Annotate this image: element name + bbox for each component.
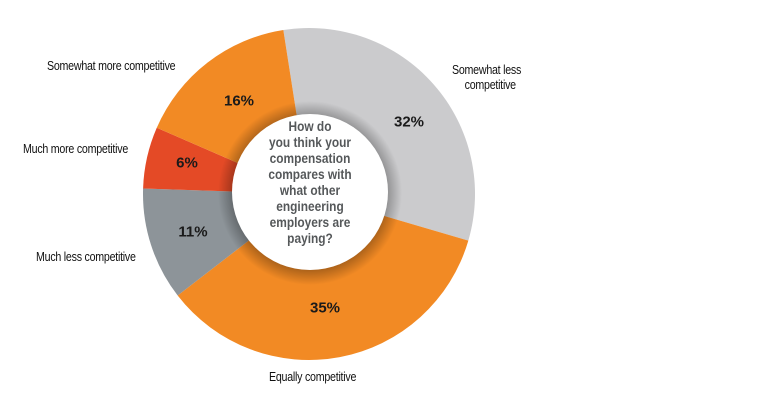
category-label-much-less: Much less competitive <box>36 249 136 264</box>
center-question-line: you think your <box>269 134 351 150</box>
value-label-somewhat-more: 16% <box>223 92 255 110</box>
category-label-line: competitive <box>464 77 516 92</box>
center-question-line: paying? <box>287 230 333 246</box>
category-label-somewhat-more: Somewhat more competitive <box>47 58 176 73</box>
center-question-line: compares with <box>268 166 352 182</box>
category-label-somewhat-less: Somewhat less competitive <box>452 62 521 92</box>
center-hole <box>232 114 388 270</box>
category-label-equally: Equally competitive <box>269 369 357 384</box>
value-label-much-less: 11% <box>178 223 208 241</box>
center-question-line: engineering <box>276 198 344 214</box>
center-question: How do you think your compensation compares… <box>244 118 377 246</box>
category-label-line: Somewhat less <box>452 62 522 77</box>
center-question-line: How do <box>288 118 332 134</box>
value-label-somewhat-less: 32% <box>393 113 425 131</box>
value-label-much-more: 6% <box>176 154 198 172</box>
value-label-equally: 35% <box>309 299 341 317</box>
category-label-much-more: Much more competitive <box>23 141 129 156</box>
center-question-line: what other <box>279 182 341 198</box>
center-question-line: compensation <box>269 150 351 166</box>
center-question-line: employers are <box>269 214 351 230</box>
